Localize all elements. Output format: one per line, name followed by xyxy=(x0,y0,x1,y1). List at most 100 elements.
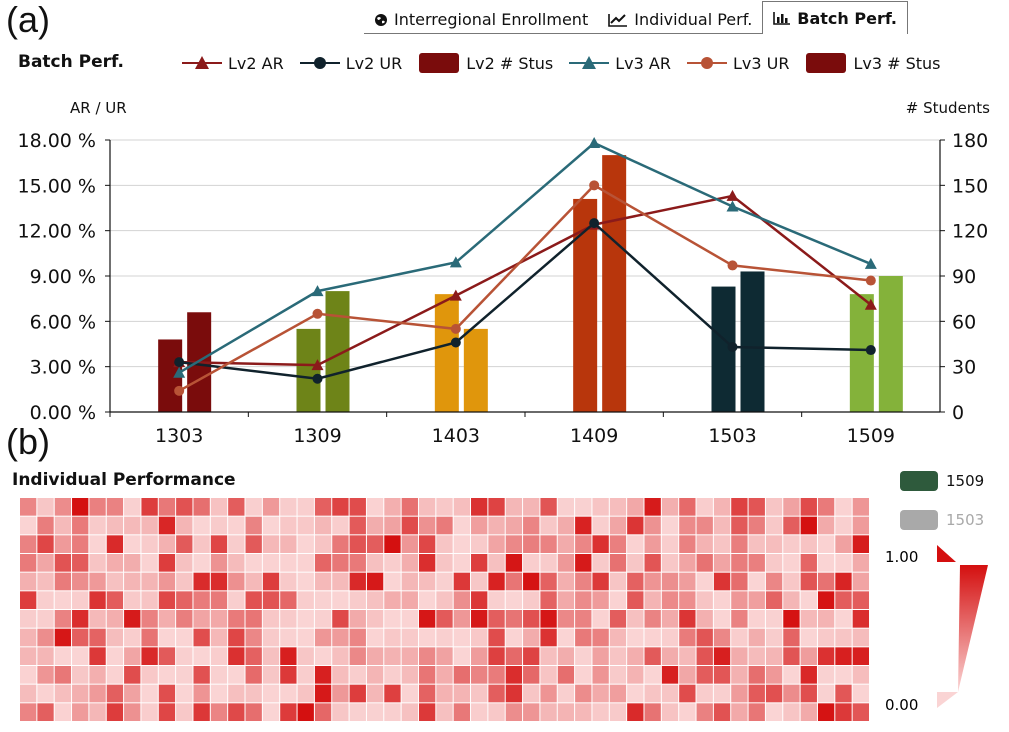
heatmap-cell xyxy=(401,591,418,609)
heatmap-cell xyxy=(210,516,228,535)
tick-label-left: 18.00 % xyxy=(18,130,97,152)
tick-label-right: 0 xyxy=(952,402,964,424)
heatmap-cell xyxy=(366,666,384,684)
heatmap-cell xyxy=(349,572,366,591)
heatmap-cell xyxy=(366,535,384,553)
heatmap-cell xyxy=(141,684,158,703)
legend-item-lv2-stus[interactable]: Lv2 # Stus xyxy=(418,52,553,74)
heatmap-cell xyxy=(37,516,54,535)
heatmap-cell xyxy=(384,666,401,684)
heatmap-cell xyxy=(627,591,644,609)
bar-lv3-stus xyxy=(878,276,903,412)
heatmap-cell xyxy=(401,610,418,628)
point-lv2-ur xyxy=(174,357,185,368)
x-tick-label: 1403 xyxy=(432,425,480,447)
heatmap-cell xyxy=(679,554,696,572)
heatmap-cell xyxy=(540,554,557,572)
heatmap-cell xyxy=(37,610,54,628)
tab-batch-perf[interactable]: Batch Perf. xyxy=(762,1,908,34)
heatmap-cell xyxy=(193,591,210,609)
heatmap-cell xyxy=(765,684,783,703)
heatmap-cell xyxy=(696,591,713,609)
heatmap-cell xyxy=(713,684,731,703)
legend-line-circle-icon xyxy=(686,57,727,69)
heatmap-cell xyxy=(314,610,332,628)
heatmap-cell xyxy=(262,554,280,572)
heatmap-cell xyxy=(592,554,609,572)
tab-individual-perf[interactable]: Individual Perf. xyxy=(598,6,763,34)
point-lv2-ur xyxy=(312,373,323,384)
heatmap-cell xyxy=(835,535,852,553)
heatmap-cell xyxy=(557,703,575,721)
heatmap-cell xyxy=(453,554,471,572)
heatmap-cell xyxy=(124,516,141,535)
heatmap-cell xyxy=(89,572,106,591)
heatmap-cell xyxy=(817,572,835,591)
heat-legend-item-1503[interactable]: 1503 xyxy=(900,510,984,530)
heatmap-cell xyxy=(228,647,245,665)
heatmap-cell xyxy=(852,572,869,591)
heatmap-cell xyxy=(748,591,765,609)
heatmap-cell xyxy=(418,498,436,516)
heatmap-cell xyxy=(817,666,835,684)
heatmap-cell xyxy=(765,610,783,628)
heatmap-cell xyxy=(488,647,505,665)
heatmap-cell xyxy=(124,610,141,628)
heatmap-cell xyxy=(89,535,106,553)
heatmap-cell xyxy=(627,703,644,721)
heatmap-cell xyxy=(193,516,210,535)
heat-legend-label: 1503 xyxy=(946,511,985,529)
heatmap-cell xyxy=(176,703,193,721)
legend-item-lv2-ur[interactable]: Lv2 UR xyxy=(299,54,402,73)
heatmap-cell xyxy=(37,554,54,572)
heatmap-cell xyxy=(661,666,679,684)
heatmap-cell xyxy=(106,516,124,535)
heatmap-cell xyxy=(349,591,366,609)
heatmap-cell xyxy=(106,572,124,591)
heatmap-cell xyxy=(436,610,453,628)
bar-lv2-stus xyxy=(296,328,321,412)
heatmap-cell xyxy=(193,666,210,684)
heatmap-cell xyxy=(20,554,37,572)
heatmap-cell xyxy=(540,516,557,535)
point-lv3-ur xyxy=(727,260,738,271)
heatmap-cell xyxy=(696,516,713,535)
tick-label-left: 15.00 % xyxy=(18,175,97,197)
heat-legend-item-1509[interactable]: 1509 xyxy=(900,471,984,491)
heatmap-cell xyxy=(280,591,297,609)
heatmap-cell xyxy=(800,647,817,665)
heatmap-cell xyxy=(731,647,748,665)
heatmap-cell xyxy=(245,498,262,516)
legend-item-lv3-ar[interactable]: Lv3 AR xyxy=(569,54,671,73)
heatmap-cell xyxy=(523,554,540,572)
tick-label-right: 30 xyxy=(952,357,976,379)
point-lv2-ur xyxy=(450,337,461,348)
heatmap-cell xyxy=(783,610,800,628)
heatmap-cell xyxy=(661,516,679,535)
heatmap-cell xyxy=(89,647,106,665)
legend-line-triangle-icon xyxy=(569,56,610,69)
heatmap-cell xyxy=(783,572,800,591)
heatmap-cell xyxy=(505,516,523,535)
heatmap-cell xyxy=(835,572,852,591)
heatmap-cell xyxy=(384,703,401,721)
heatmap-cell xyxy=(783,666,800,684)
point-lv3-ur xyxy=(312,308,323,319)
heatmap-cell xyxy=(349,554,366,572)
heatmap-cell xyxy=(523,647,540,665)
heatmap-cell xyxy=(592,572,609,591)
heatmap-cell xyxy=(713,666,731,684)
legend-item-lv2-ar[interactable]: Lv2 AR xyxy=(182,54,284,73)
heatmap-cell xyxy=(765,647,783,665)
individual-perf-title: Individual Performance xyxy=(12,470,236,490)
heatmap-cell xyxy=(193,647,210,665)
heatmap-cell xyxy=(488,610,505,628)
tab-interregional-enrollment[interactable]: Interregional Enrollment xyxy=(364,6,599,34)
y-axis-left-title: AR / UR xyxy=(70,99,127,117)
legend-item-lv3-stus[interactable]: Lv3 # Stus xyxy=(805,52,941,74)
heatmap-cell xyxy=(280,535,297,553)
tab-label: Interregional Enrollment xyxy=(394,10,589,29)
heatmap-cell xyxy=(488,572,505,591)
legend-item-lv3-ur[interactable]: Lv3 UR xyxy=(686,54,789,73)
heatmap-cell xyxy=(609,572,627,591)
